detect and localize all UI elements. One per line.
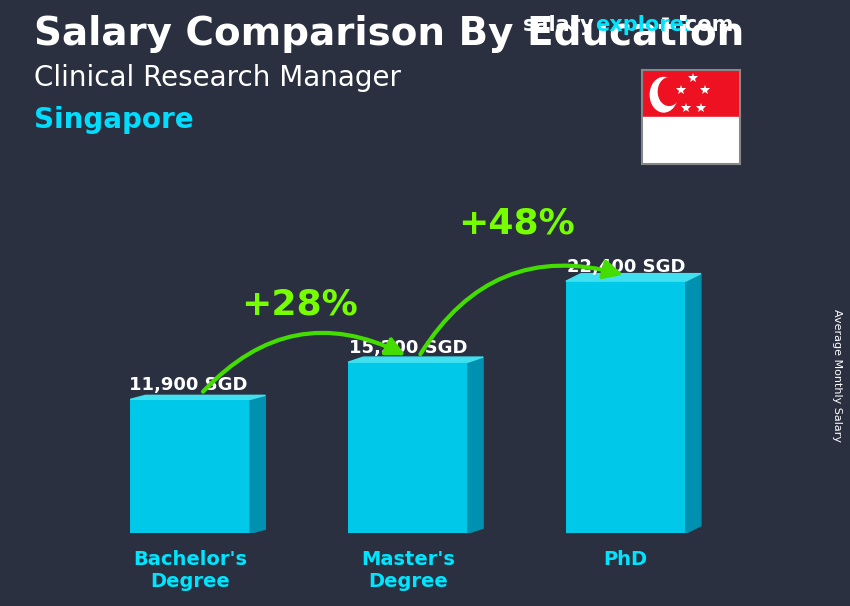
Polygon shape [686, 274, 701, 533]
Text: salary: salary [523, 15, 594, 35]
Polygon shape [468, 357, 483, 533]
Text: Clinical Research Manager: Clinical Research Manager [34, 64, 401, 92]
Bar [642, 70, 740, 116]
Text: Salary Comparison By Education: Salary Comparison By Education [34, 15, 745, 53]
Polygon shape [566, 274, 701, 281]
Text: Singapore: Singapore [34, 106, 194, 134]
Polygon shape [130, 395, 265, 399]
Text: 22,400 SGD: 22,400 SGD [567, 258, 685, 276]
Circle shape [650, 78, 677, 112]
Text: +48%: +48% [458, 206, 575, 240]
Bar [642, 116, 740, 164]
Text: +28%: +28% [241, 287, 358, 321]
Bar [348, 362, 468, 533]
Polygon shape [348, 357, 483, 362]
Text: .com: .com [678, 15, 734, 35]
Text: 11,900 SGD: 11,900 SGD [129, 376, 247, 394]
Text: 15,200 SGD: 15,200 SGD [349, 339, 468, 356]
Circle shape [659, 78, 680, 105]
Polygon shape [250, 395, 265, 533]
Bar [566, 281, 686, 533]
Text: Average Monthly Salary: Average Monthly Salary [832, 309, 842, 442]
Bar [130, 399, 250, 533]
Text: explorer: explorer [595, 15, 694, 35]
